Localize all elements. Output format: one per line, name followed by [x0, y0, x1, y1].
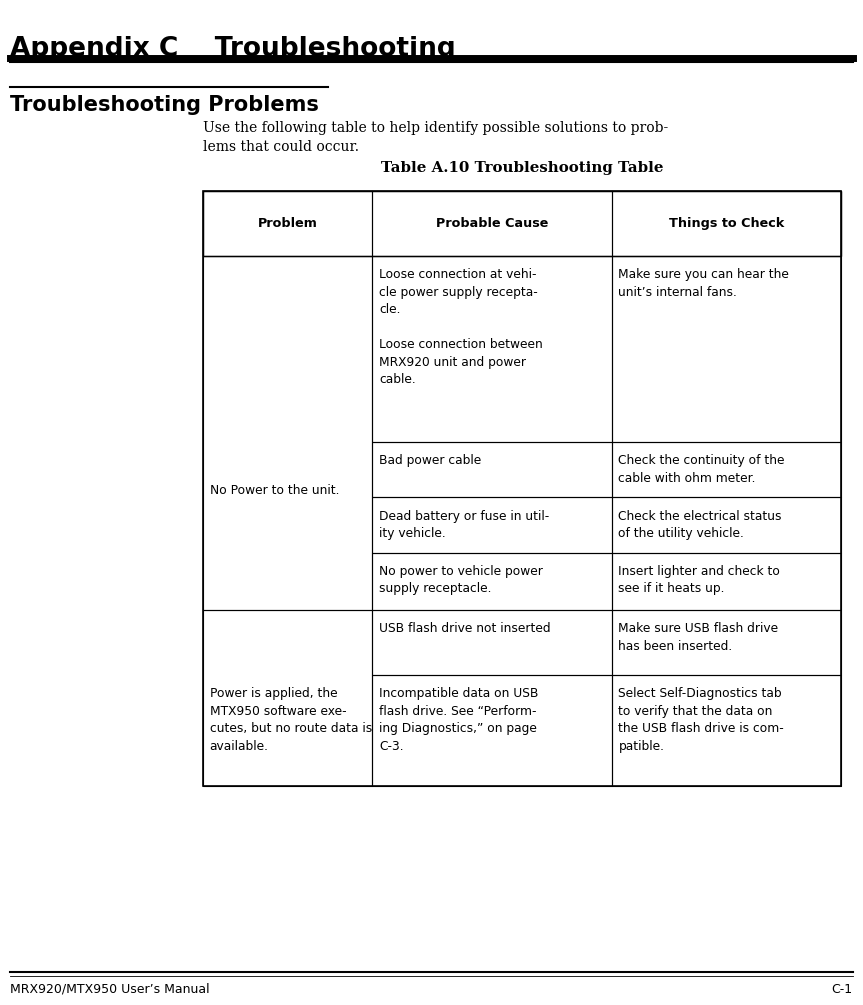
Bar: [372, 442, 612, 497]
Bar: [372, 553, 612, 610]
Text: Table A.10 Troubleshooting Table: Table A.10 Troubleshooting Table: [381, 161, 664, 175]
Bar: [372, 610, 612, 675]
Bar: [612, 191, 841, 256]
Text: No Power to the unit.: No Power to the unit.: [210, 483, 339, 496]
Text: Appendix C    Troubleshooting: Appendix C Troubleshooting: [10, 36, 457, 62]
Text: Check the electrical status
of the utility vehicle.: Check the electrical status of the utili…: [619, 510, 782, 540]
Text: No power to vehicle power
supply receptacle.: No power to vehicle power supply recepta…: [379, 565, 543, 595]
Text: Loose connection at vehi-
cle power supply recepta-
cle.

Loose connection betwe: Loose connection at vehi- cle power supp…: [379, 268, 543, 386]
Text: Select Self-Diagnostics tab
to verify that the data on
the USB flash drive is co: Select Self-Diagnostics tab to verify th…: [619, 687, 784, 753]
Text: Troubleshooting Problems: Troubleshooting Problems: [10, 95, 319, 116]
Bar: [203, 256, 372, 610]
Text: Make sure USB flash drive
has been inserted.: Make sure USB flash drive has been inser…: [619, 622, 778, 652]
Bar: [372, 675, 612, 786]
Bar: [203, 610, 372, 786]
Text: Problem: Problem: [257, 217, 318, 230]
Bar: [203, 191, 841, 786]
Text: Check the continuity of the
cable with ohm meter.: Check the continuity of the cable with o…: [619, 454, 785, 484]
Text: Insert lighter and check to
see if it heats up.: Insert lighter and check to see if it he…: [619, 565, 780, 595]
Text: Incompatible data on USB
flash drive. See “Perform-
ing Diagnostics,” on page
C-: Incompatible data on USB flash drive. Se…: [379, 687, 539, 753]
Text: MRX920/MTX950 User’s Manual: MRX920/MTX950 User’s Manual: [10, 983, 210, 996]
Bar: [612, 553, 841, 610]
Bar: [372, 191, 612, 256]
Bar: [612, 442, 841, 497]
Text: Dead battery or fuse in util-
ity vehicle.: Dead battery or fuse in util- ity vehicl…: [379, 510, 549, 540]
Text: Make sure you can hear the
unit’s internal fans.: Make sure you can hear the unit’s intern…: [619, 268, 790, 298]
Text: C-1: C-1: [832, 983, 853, 996]
Bar: [612, 675, 841, 786]
Text: USB flash drive not inserted: USB flash drive not inserted: [379, 622, 551, 635]
Bar: [612, 610, 841, 675]
Bar: [372, 497, 612, 553]
Bar: [203, 191, 372, 256]
Text: Probable Cause: Probable Cause: [436, 217, 548, 230]
Text: Bad power cable: Bad power cable: [379, 454, 482, 467]
Bar: [203, 191, 841, 256]
Bar: [372, 256, 612, 442]
Bar: [612, 256, 841, 442]
Text: Use the following table to help identify possible solutions to prob-
lems that c: Use the following table to help identify…: [203, 121, 668, 154]
Text: Things to Check: Things to Check: [669, 217, 784, 230]
Text: Power is applied, the
MTX950 software exe-
cutes, but no route data is
available: Power is applied, the MTX950 software ex…: [210, 687, 372, 753]
Bar: [612, 497, 841, 553]
